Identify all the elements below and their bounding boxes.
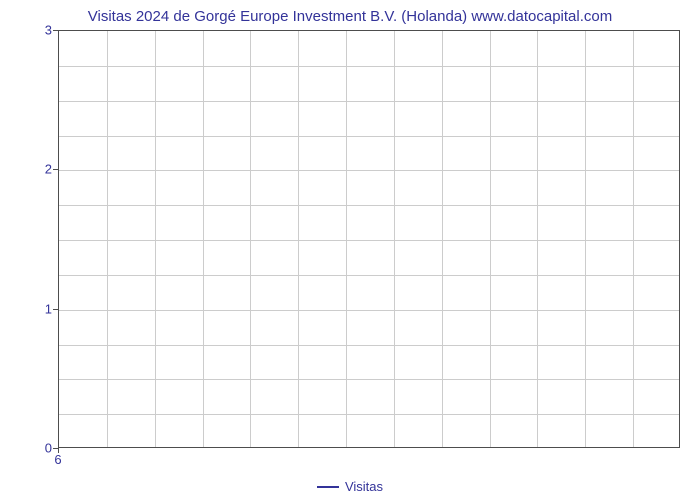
- y-tick-label: 1: [22, 301, 52, 316]
- x-tick-label: 6: [54, 452, 61, 467]
- gridline-vertical: [633, 31, 634, 447]
- chart-container: Visitas 2024 de Gorgé Europe Investment …: [0, 0, 700, 500]
- gridline-vertical: [203, 31, 204, 447]
- gridline-vertical: [394, 31, 395, 447]
- plot-area: [58, 30, 680, 448]
- y-tick-mark: [53, 30, 58, 31]
- gridline-vertical: [537, 31, 538, 447]
- y-tick-label: 0: [22, 441, 52, 456]
- gridline-vertical: [155, 31, 156, 447]
- x-tick-mark: [58, 448, 59, 453]
- gridline-vertical: [298, 31, 299, 447]
- gridline-vertical: [442, 31, 443, 447]
- gridline-vertical: [250, 31, 251, 447]
- y-tick-label: 2: [22, 162, 52, 177]
- y-tick-label: 3: [22, 23, 52, 38]
- gridline-vertical: [490, 31, 491, 447]
- chart-title: Visitas 2024 de Gorgé Europe Investment …: [0, 8, 700, 25]
- y-tick-mark: [53, 309, 58, 310]
- gridline-vertical: [107, 31, 108, 447]
- gridline-vertical: [585, 31, 586, 447]
- y-tick-mark: [53, 169, 58, 170]
- legend: Visitas: [0, 479, 700, 494]
- gridline-vertical: [346, 31, 347, 447]
- legend-swatch: [317, 486, 339, 488]
- legend-label: Visitas: [345, 479, 383, 494]
